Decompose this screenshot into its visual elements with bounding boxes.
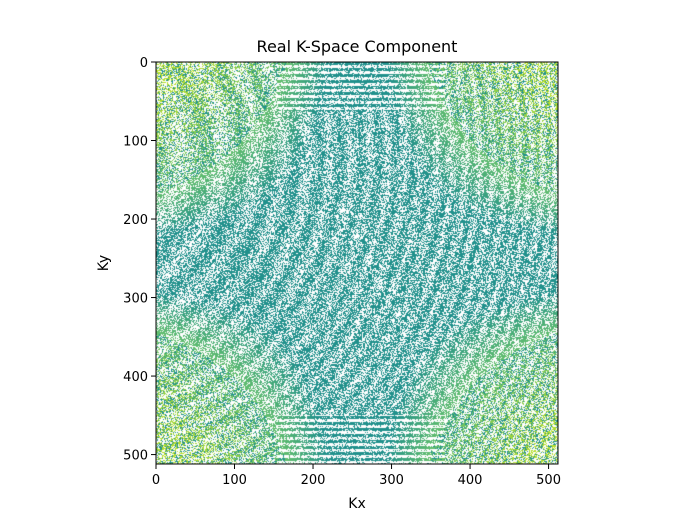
y-axis-ticks: 0 100 200 300 400 500 xyxy=(123,56,156,464)
y-tick-label: 500 xyxy=(123,449,148,464)
y-axis-label: Ky xyxy=(96,255,112,271)
x-axis-label: Kx xyxy=(348,496,365,512)
x-axis-ticks: 0 100 200 300 400 500 xyxy=(152,464,561,488)
x-tick-label: 500 xyxy=(536,473,561,488)
plot-frame xyxy=(155,61,559,465)
plot-area xyxy=(155,61,559,465)
y-tick-label: 100 xyxy=(123,135,148,150)
x-tick-label: 100 xyxy=(222,473,247,488)
chart-title: Real K-Space Component xyxy=(257,37,458,56)
x-tick-label: 0 xyxy=(152,473,160,488)
heatmap-image xyxy=(156,62,558,464)
x-tick-label: 300 xyxy=(379,473,404,488)
x-tick-label: 200 xyxy=(301,473,326,488)
x-tick-label: 400 xyxy=(458,473,483,488)
y-tick-label: 0 xyxy=(140,56,148,71)
y-tick-label: 200 xyxy=(123,213,148,228)
y-tick-label: 300 xyxy=(123,292,148,307)
y-tick-label: 400 xyxy=(123,370,148,385)
